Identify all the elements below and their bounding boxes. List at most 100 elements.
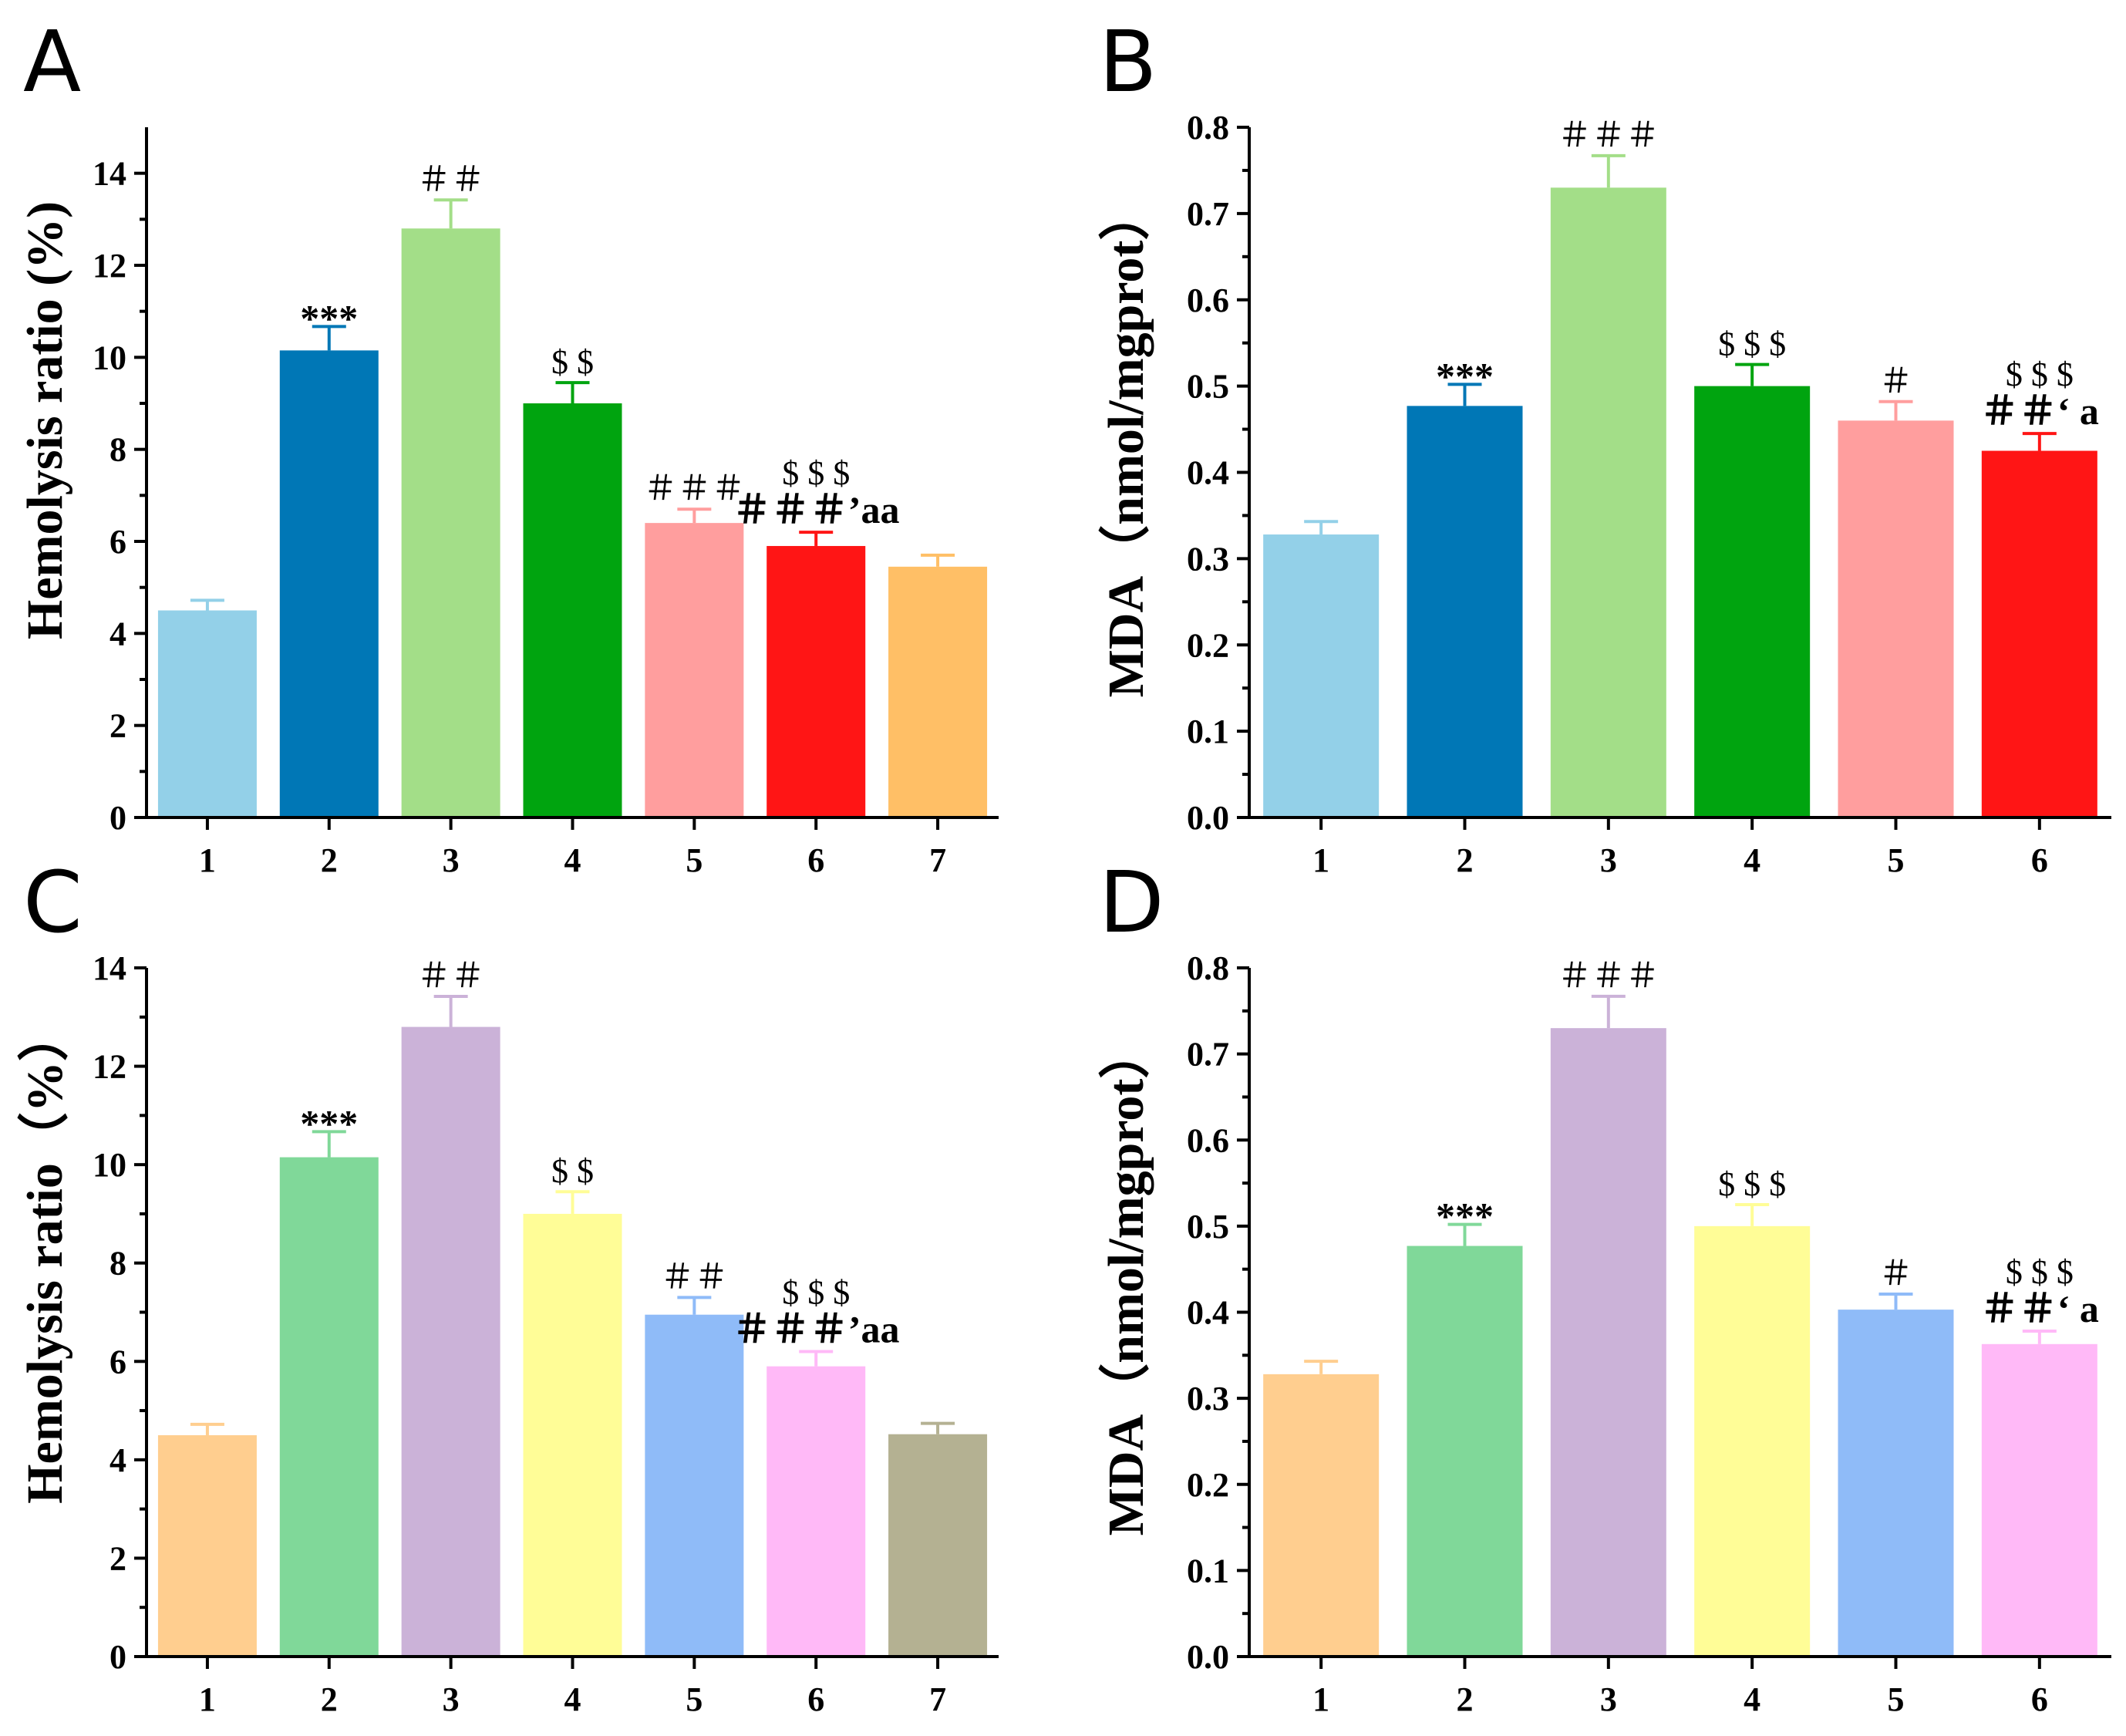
bar	[279, 1157, 379, 1657]
y-tick-label: 0	[110, 1638, 126, 1676]
significance-label: ***	[300, 1101, 358, 1144]
significance-label: ***	[300, 296, 358, 339]
y-tick-label: 8	[110, 1245, 126, 1283]
x-tick-label: 1	[1312, 1680, 1329, 1718]
significance-label: ＃	[1879, 362, 1913, 400]
bar	[1981, 1343, 2097, 1657]
x-tick-label: 3	[1600, 841, 1617, 879]
bar	[1263, 1374, 1380, 1657]
y-tick-label: 0.1	[1187, 713, 1229, 750]
x-tick-label: 3	[443, 841, 460, 879]
y-tick-label: 0.3	[1187, 1380, 1229, 1417]
significance-label: $ $ $	[782, 454, 850, 492]
significance-label: ＃＃＃	[1558, 957, 1659, 995]
y-tick-label: 0.1	[1187, 1552, 1229, 1589]
y-tick-label: 0.4	[1187, 1294, 1229, 1332]
x-tick-label: 6	[2031, 841, 2048, 879]
bar	[157, 610, 257, 817]
x-tick-label: 5	[1888, 1680, 1905, 1718]
y-tick-label: 14	[93, 155, 126, 193]
significance-label: ＃＃＃	[1558, 116, 1659, 154]
bar	[1694, 386, 1811, 817]
significance-label: $ $ $	[2006, 1253, 2074, 1291]
panel-d: D MDA（nmol/mgprot） 1 2 3 4 5 6 *** ＃＃＃ $ $ $ ＃ $ $…	[1097, 853, 2111, 1718]
y-tick-label: 14	[93, 949, 126, 987]
bar	[401, 1026, 500, 1657]
bar	[523, 1213, 622, 1657]
significance-label: $ $	[551, 1152, 594, 1190]
y-tick-label: 0.7	[1187, 1036, 1229, 1074]
x-tick-label: 2	[321, 841, 338, 879]
x-tick-label: 4	[1744, 841, 1760, 879]
bar	[1550, 1028, 1666, 1657]
bar	[888, 566, 988, 817]
y-tick-label: 0.8	[1187, 109, 1229, 147]
bar	[279, 350, 379, 818]
y-axis-title: MDA（nmol/mgprot）	[1097, 190, 1154, 698]
y-tick-label: 12	[93, 1048, 126, 1086]
significance-label: $ $ $	[782, 1274, 850, 1312]
y-tick-label: 0.8	[1187, 949, 1229, 987]
y-axis-title: Hemolysis ratio (%)	[17, 201, 73, 639]
bar	[1263, 534, 1380, 817]
x-tick-label: 4	[564, 841, 581, 879]
significance-label: ＃＃＃	[643, 470, 745, 507]
y-tick-label: 2	[110, 707, 126, 745]
x-tick-label: 4	[1744, 1680, 1760, 1718]
bar	[645, 1314, 744, 1657]
panel-c: C Hemolysis ratio（%） 1 2 3 4 5 6 7***＃＃$ $＃＃ $ …	[16, 853, 999, 1718]
y-tick-label: 0.0	[1187, 1638, 1229, 1676]
y-tick-label: 10	[93, 1146, 126, 1184]
significance-label: ***	[1436, 1195, 1494, 1238]
y-tick-label: 0	[110, 799, 126, 837]
bar	[401, 228, 500, 817]
bar	[1550, 187, 1666, 817]
x-tick-label: 7	[929, 841, 946, 879]
x-tick-label: 5	[1888, 841, 1905, 879]
y-tick-label: 8	[110, 431, 126, 469]
bar	[767, 1366, 866, 1657]
significance-label: ＃＃‘ a	[1980, 389, 2099, 433]
significance-label: ＃＃‘ a	[1980, 1287, 2099, 1330]
y-tick-label: 0.5	[1187, 368, 1229, 406]
y-tick-label: 0.3	[1187, 540, 1229, 578]
y-tick-label: 0.6	[1187, 1121, 1229, 1159]
y-tick-label: 0.4	[1187, 454, 1229, 492]
panel-letter: C	[23, 853, 83, 952]
significance-label: $ $ $	[1718, 325, 1786, 363]
panel-b: B MDA（nmol/mgprot） 1 2 3 4 5 6 *** ＃＃＃ $ $ $ ＃ $ $…	[1097, 12, 2111, 879]
bar	[888, 1434, 988, 1657]
bar	[1407, 406, 1523, 817]
significance-label: ＃＃	[660, 1258, 728, 1296]
x-tick-label: 5	[686, 841, 702, 879]
significance-label: $ $ $	[1718, 1165, 1786, 1203]
x-tick-label: 6	[807, 1680, 824, 1718]
bar	[1838, 420, 1954, 817]
y-tick-label: 0.0	[1187, 799, 1229, 837]
y-tick-label: 0.7	[1187, 195, 1229, 233]
y-tick-label: 12	[93, 247, 126, 285]
bar	[645, 523, 744, 817]
y-tick-label: 0.5	[1187, 1208, 1229, 1246]
x-tick-label: 2	[1457, 841, 1474, 879]
x-tick-label: 3	[443, 1680, 460, 1718]
panel-letter: D	[1099, 853, 1164, 952]
x-tick-label: 4	[564, 1680, 581, 1718]
x-tick-label: 6	[2031, 1680, 2048, 1718]
bar	[523, 403, 622, 817]
bar	[157, 1434, 257, 1657]
y-tick-label: 4	[110, 615, 126, 652]
x-tick-label: 5	[686, 1680, 702, 1718]
x-tick-label: 1	[1312, 841, 1329, 879]
y-tick-label: 10	[93, 339, 126, 376]
y-tick-label: 0.2	[1187, 1466, 1229, 1504]
panel-letter: B	[1099, 12, 1157, 111]
y-axis-title: MDA（nmol/mgprot）	[1097, 1028, 1154, 1536]
y-tick-label: 6	[110, 523, 126, 561]
significance-label: $ $ $	[2006, 356, 2074, 393]
x-tick-label: 2	[321, 1680, 338, 1718]
significance-label: ***	[1436, 354, 1494, 397]
bar	[1407, 1246, 1523, 1657]
bar	[1981, 450, 2097, 817]
